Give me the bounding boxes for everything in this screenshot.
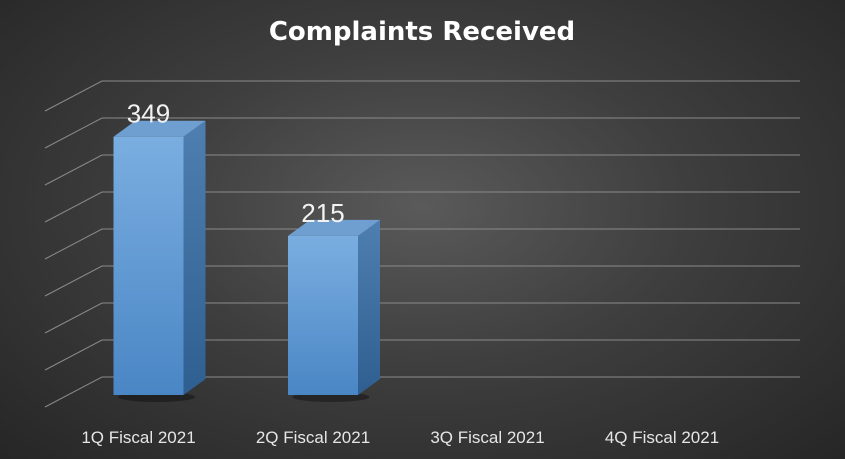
gridline [44, 376, 800, 408]
bar [113, 120, 206, 402]
data-label: 215 [301, 198, 344, 228]
gridline [44, 265, 800, 297]
gridlines [44, 80, 800, 408]
bars [113, 120, 380, 402]
gridline [44, 339, 800, 371]
labels: 1Q Fiscal 2021 349 2Q Fiscal 2021 215 3Q Fis… [81, 99, 719, 447]
bar [288, 219, 380, 402]
gridline [44, 154, 800, 186]
data-label: 349 [127, 99, 170, 129]
gridline [44, 117, 800, 149]
gridline [44, 191, 800, 223]
x-tick-label: 2Q Fiscal 2021 [256, 428, 370, 447]
x-tick-label: 4Q Fiscal 2021 [605, 428, 719, 447]
gridline [44, 302, 800, 334]
x-tick-label: 3Q Fiscal 2021 [430, 428, 544, 447]
chart-title: Complaints Received [269, 17, 575, 47]
gridline [44, 80, 800, 112]
gridline [44, 228, 800, 260]
x-tick-label: 1Q Fiscal 2021 [81, 428, 195, 447]
